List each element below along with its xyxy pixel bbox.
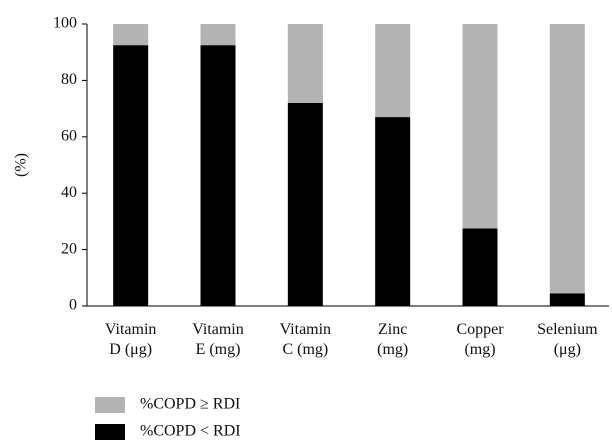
x-tick-label: Zinc (mg) xyxy=(377,321,408,358)
x-tick-label: Vitamin D (μg) xyxy=(105,321,156,358)
y-tick-label: 60 xyxy=(61,127,77,144)
y-tick-label: 40 xyxy=(61,184,77,201)
legend-label: %COPD ≥ RDI xyxy=(140,396,240,413)
bar-segment xyxy=(287,24,323,103)
x-tick-label: Vitamin C (mg) xyxy=(280,321,331,358)
bar-segment xyxy=(200,24,236,46)
y-tick-label: 0 xyxy=(69,297,77,314)
bar-segment xyxy=(287,102,323,307)
y-tick-label: 20 xyxy=(61,240,77,257)
bar-segment xyxy=(462,24,498,229)
legend-swatch xyxy=(95,424,125,440)
bar-segment xyxy=(549,24,585,294)
legend-label: %COPD < RDI xyxy=(140,423,241,440)
x-tick-label: Selenium (μg) xyxy=(537,321,598,358)
bar-segment xyxy=(113,45,149,307)
bar-segment xyxy=(200,45,236,307)
legend-swatch xyxy=(95,397,125,413)
x-tick-label: Copper (mg) xyxy=(456,321,504,358)
y-tick-label: 80 xyxy=(61,71,77,88)
bar-segment xyxy=(549,293,585,306)
bar-segment xyxy=(375,117,411,306)
y-axis-label: (%) xyxy=(13,153,30,177)
bar-segment xyxy=(375,24,411,118)
x-tick-label: Vitamin E (mg) xyxy=(192,321,243,358)
bar-segment xyxy=(113,24,149,46)
y-tick-label: 100 xyxy=(53,15,77,32)
bar-segment xyxy=(462,228,498,306)
